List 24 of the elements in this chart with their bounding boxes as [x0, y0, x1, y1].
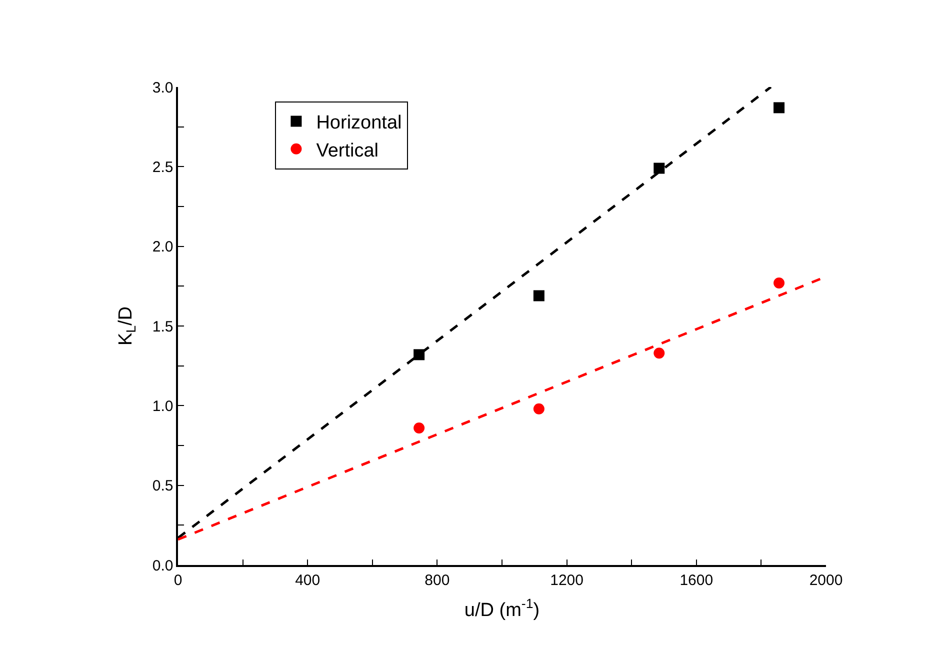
x-tick-label: 0 — [174, 572, 182, 589]
x-tick-label: 2000 — [809, 572, 843, 589]
point — [654, 162, 665, 174]
point — [414, 422, 425, 434]
y-tick-label: 3.0 — [152, 79, 174, 96]
legend-label: Vertical — [316, 140, 379, 162]
point — [774, 277, 785, 288]
x-tick-label: 800 — [424, 572, 450, 589]
x-tick-label: 400 — [295, 572, 320, 589]
point — [414, 349, 425, 360]
y-tick-label: 2.0 — [152, 238, 174, 256]
point — [774, 102, 785, 114]
y-tick-label: 0.0 — [152, 557, 174, 574]
y-tick-label: 2.5 — [152, 158, 174, 176]
point — [533, 403, 544, 414]
y-tick-label: 1.0 — [152, 398, 174, 415]
y-tick-label: 1.5 — [152, 318, 174, 336]
x-axis-title: u/D (m$^{-1}$) — [464, 596, 540, 622]
point — [654, 348, 665, 359]
y-tick-label: 0.5 — [152, 478, 174, 495]
x-tick-label: 1600 — [680, 572, 714, 589]
legend-label: Horizontal — [316, 112, 402, 134]
x-tick-label: 1200 — [550, 572, 584, 589]
point — [533, 290, 544, 302]
